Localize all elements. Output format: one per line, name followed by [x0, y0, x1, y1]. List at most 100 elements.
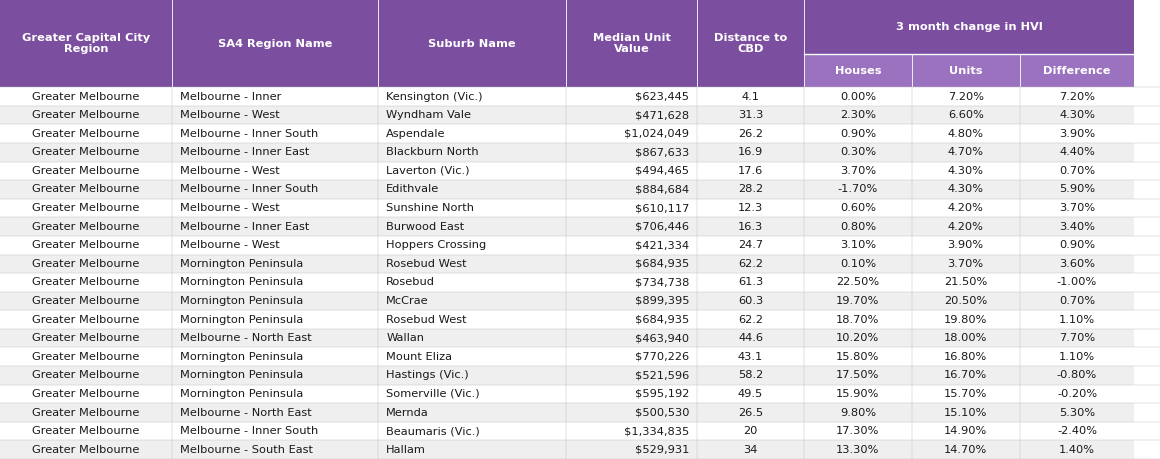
- Bar: [378, 124, 566, 143]
- Text: -2.40%: -2.40%: [1057, 426, 1097, 436]
- Text: Mornington Peninsula: Mornington Peninsula: [180, 296, 303, 306]
- Text: 15.80%: 15.80%: [836, 352, 879, 362]
- Bar: [804, 422, 912, 440]
- Text: 14.70%: 14.70%: [944, 445, 987, 455]
- Text: $884,684: $884,684: [635, 185, 689, 195]
- Text: Mornington Peninsula: Mornington Peninsula: [180, 370, 303, 381]
- Text: 24.7: 24.7: [738, 240, 763, 250]
- Bar: [566, 199, 697, 217]
- Text: $421,334: $421,334: [635, 240, 689, 250]
- Text: 1.10%: 1.10%: [1059, 314, 1095, 325]
- Bar: [172, 162, 378, 180]
- Bar: [912, 441, 1020, 459]
- Bar: [1020, 422, 1134, 440]
- Bar: [1020, 236, 1134, 254]
- Bar: [172, 329, 378, 347]
- Bar: [912, 218, 1020, 236]
- Text: Greater Melbourne: Greater Melbourne: [32, 240, 139, 250]
- Bar: [0, 218, 172, 236]
- Text: $471,628: $471,628: [635, 110, 689, 120]
- Text: 4.20%: 4.20%: [948, 222, 984, 232]
- Bar: [566, 0, 697, 87]
- Text: 16.3: 16.3: [738, 222, 763, 232]
- Text: Melbourne - Inner East: Melbourne - Inner East: [180, 147, 310, 157]
- Bar: [697, 124, 804, 143]
- Text: 2.30%: 2.30%: [840, 110, 876, 120]
- Text: $867,633: $867,633: [635, 147, 689, 157]
- Bar: [1020, 310, 1134, 329]
- Bar: [566, 329, 697, 347]
- Bar: [566, 180, 697, 199]
- Text: 3.70%: 3.70%: [840, 166, 876, 176]
- Bar: [697, 347, 804, 366]
- Bar: [1020, 87, 1134, 106]
- Text: Mornington Peninsula: Mornington Peninsula: [180, 314, 303, 325]
- Bar: [378, 106, 566, 124]
- Text: Suburb Name: Suburb Name: [428, 39, 516, 49]
- Bar: [378, 87, 566, 106]
- Text: 4.80%: 4.80%: [948, 129, 984, 139]
- Text: Melbourne - North East: Melbourne - North East: [180, 333, 312, 343]
- Text: Mornington Peninsula: Mornington Peninsula: [180, 389, 303, 399]
- Bar: [804, 441, 912, 459]
- Text: 43.1: 43.1: [738, 352, 763, 362]
- Text: Greater Melbourne: Greater Melbourne: [32, 352, 139, 362]
- Text: Rosebud West: Rosebud West: [386, 259, 467, 269]
- Bar: [1020, 106, 1134, 124]
- Bar: [566, 143, 697, 162]
- Text: 16.70%: 16.70%: [944, 370, 987, 381]
- Text: 0.70%: 0.70%: [1059, 166, 1095, 176]
- Bar: [172, 199, 378, 217]
- Bar: [172, 366, 378, 385]
- Text: 3.10%: 3.10%: [840, 240, 876, 250]
- Bar: [566, 254, 697, 273]
- Text: 14.90%: 14.90%: [944, 426, 987, 436]
- Bar: [912, 292, 1020, 310]
- Text: Rosebud: Rosebud: [386, 277, 435, 287]
- Text: 60.3: 60.3: [738, 296, 763, 306]
- Bar: [912, 236, 1020, 254]
- Bar: [804, 236, 912, 254]
- Bar: [1020, 441, 1134, 459]
- Bar: [1020, 366, 1134, 385]
- Text: $1,024,049: $1,024,049: [624, 129, 689, 139]
- Bar: [697, 273, 804, 292]
- Bar: [172, 254, 378, 273]
- Text: Hoppers Crossing: Hoppers Crossing: [386, 240, 486, 250]
- Bar: [912, 254, 1020, 273]
- Bar: [697, 87, 804, 106]
- Bar: [566, 403, 697, 422]
- Bar: [697, 366, 804, 385]
- Bar: [697, 106, 804, 124]
- Bar: [912, 87, 1020, 106]
- Bar: [1020, 329, 1134, 347]
- Text: McCrae: McCrae: [386, 296, 429, 306]
- Text: 10.20%: 10.20%: [836, 333, 879, 343]
- Bar: [566, 236, 697, 254]
- Text: $623,445: $623,445: [635, 91, 689, 101]
- Text: -0.80%: -0.80%: [1057, 370, 1097, 381]
- Bar: [697, 403, 804, 422]
- Text: Hallam: Hallam: [386, 445, 426, 455]
- Bar: [566, 292, 697, 310]
- Text: 16.80%: 16.80%: [944, 352, 987, 362]
- Text: 3.40%: 3.40%: [1059, 222, 1095, 232]
- Bar: [912, 162, 1020, 180]
- Bar: [1020, 273, 1134, 292]
- Bar: [172, 292, 378, 310]
- Bar: [0, 180, 172, 199]
- Text: Melbourne - North East: Melbourne - North East: [180, 408, 312, 418]
- Bar: [0, 143, 172, 162]
- Bar: [804, 403, 912, 422]
- Bar: [566, 441, 697, 459]
- Bar: [0, 310, 172, 329]
- Text: 20: 20: [744, 426, 757, 436]
- Text: 61.3: 61.3: [738, 277, 763, 287]
- Text: SA4 Region Name: SA4 Region Name: [218, 39, 332, 49]
- Bar: [1020, 218, 1134, 236]
- Bar: [804, 180, 912, 199]
- Bar: [172, 87, 378, 106]
- Text: $494,465: $494,465: [635, 166, 689, 176]
- Bar: [697, 218, 804, 236]
- Bar: [0, 87, 172, 106]
